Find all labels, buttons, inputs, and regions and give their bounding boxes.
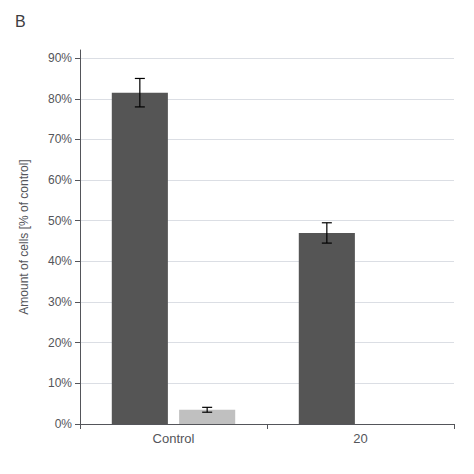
svg-text:40%: 40% — [48, 254, 72, 268]
svg-text:30%: 30% — [48, 295, 72, 309]
svg-text:0%: 0% — [55, 417, 73, 431]
svg-text:60%: 60% — [48, 173, 72, 187]
svg-text:90%: 90% — [48, 51, 72, 65]
svg-text:Control: Control — [153, 431, 195, 446]
svg-text:80%: 80% — [48, 92, 72, 106]
svg-text:Amount of cells [% of control]: Amount of cells [% of control] — [17, 159, 31, 314]
svg-text:10%: 10% — [48, 376, 72, 390]
svg-text:50%: 50% — [48, 214, 72, 228]
svg-text:20: 20 — [353, 431, 367, 446]
svg-text:B: B — [15, 13, 26, 30]
svg-text:20%: 20% — [48, 336, 72, 350]
svg-text:70%: 70% — [48, 132, 72, 146]
